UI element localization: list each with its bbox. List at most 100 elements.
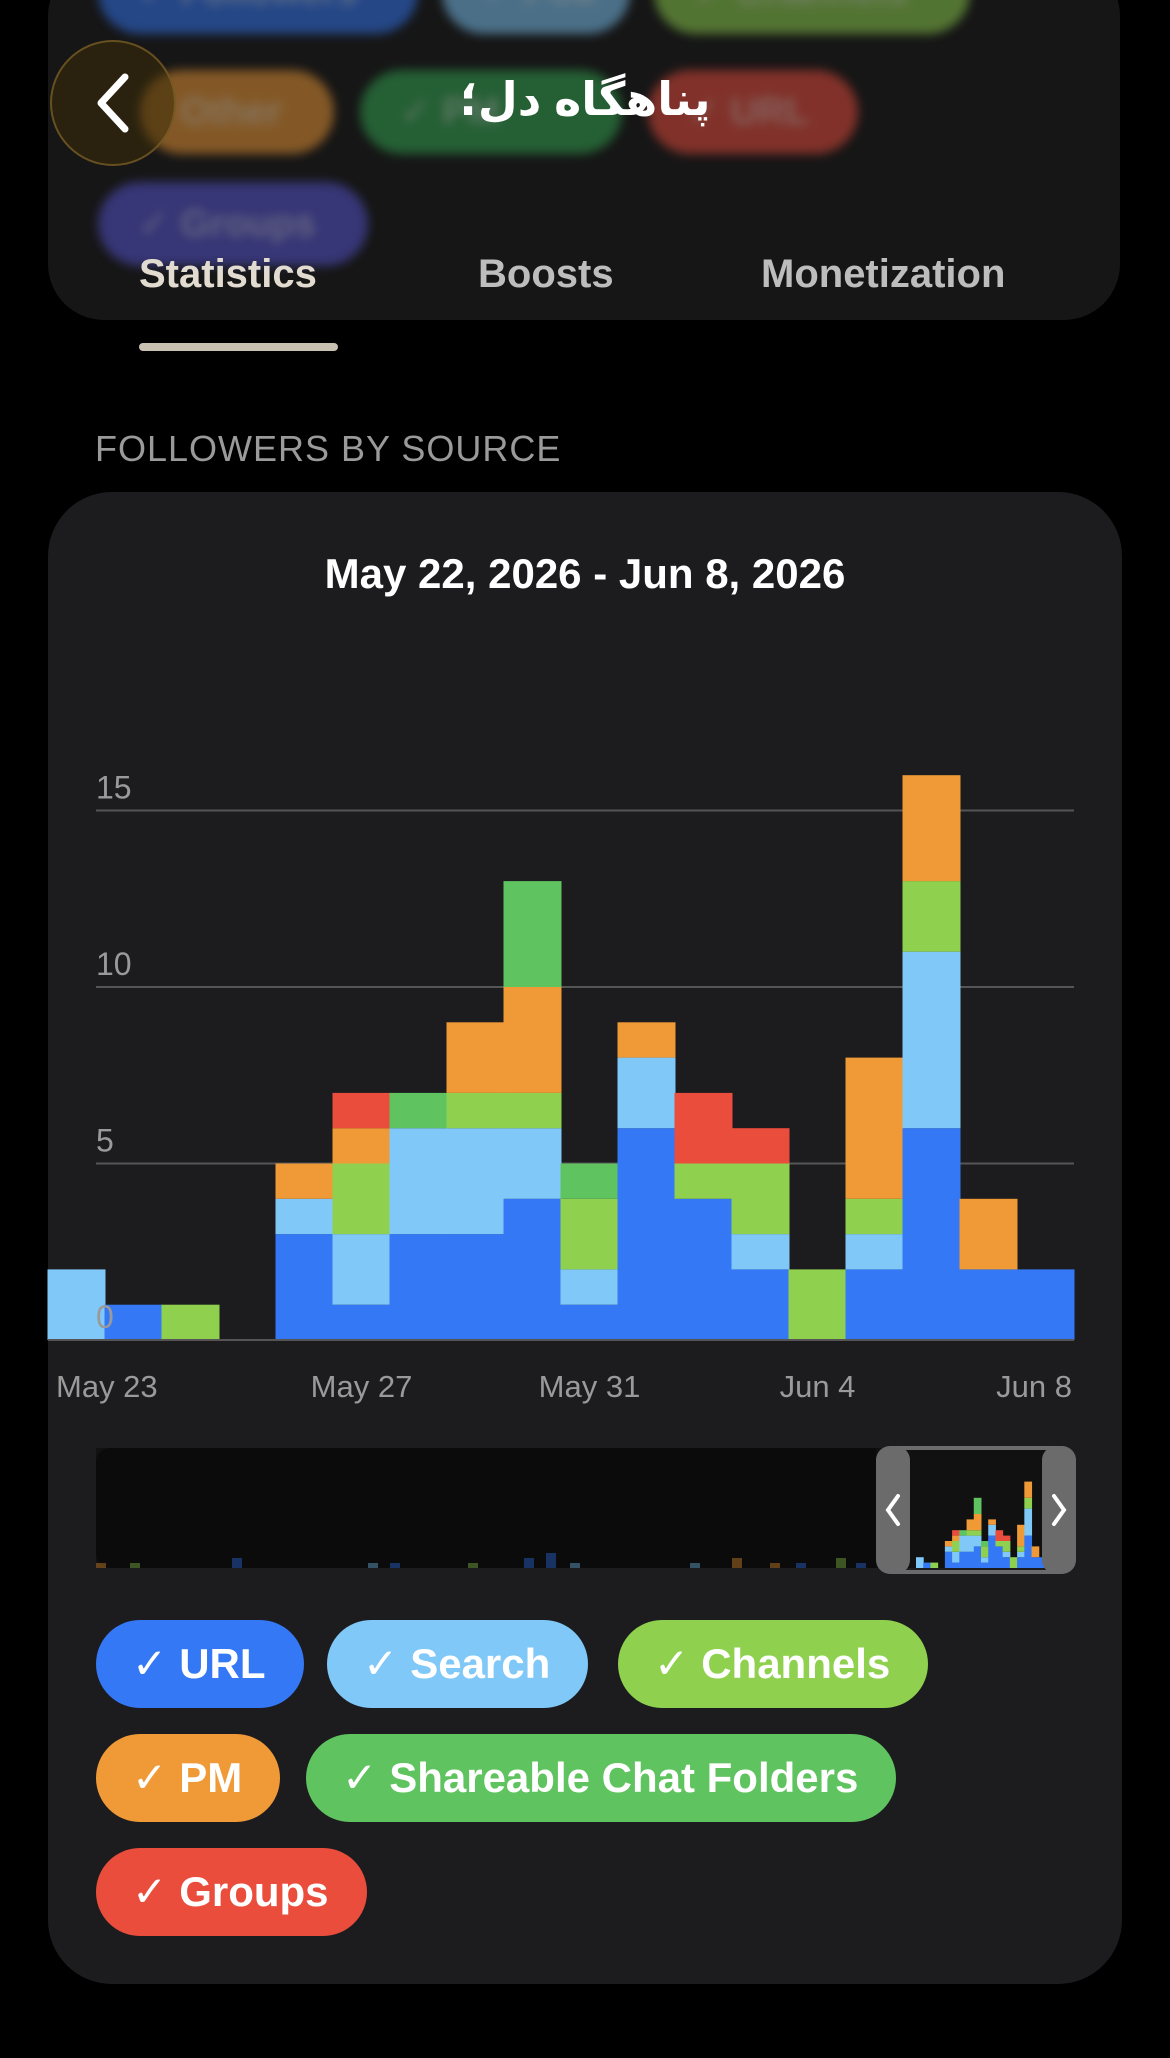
bar-segment[interactable] [674, 1163, 733, 1199]
bar-segment[interactable] [674, 1092, 733, 1164]
bar-segment[interactable] [389, 1092, 448, 1129]
bar-segment[interactable] [503, 1198, 562, 1340]
bar-segment[interactable] [332, 1128, 391, 1164]
tab-boosts[interactable]: Boosts [478, 252, 614, 296]
navigator-bar [995, 1541, 1004, 1547]
bar-segment[interactable] [902, 775, 961, 882]
bar-segment[interactable] [47, 1269, 106, 1340]
bar-segment[interactable] [902, 1128, 961, 1340]
navigator-bar [923, 1562, 931, 1568]
bar-segment[interactable] [902, 881, 961, 952]
navigator-bar [1031, 1546, 1040, 1558]
bar-segment[interactable] [275, 1234, 334, 1340]
navigator-bar [1017, 1524, 1025, 1547]
legend-chip-search[interactable]: ✓ Search [327, 1620, 589, 1708]
bar-segment[interactable] [275, 1198, 334, 1235]
chart-navigator[interactable] [96, 1446, 1076, 1574]
navigator-window[interactable] [876, 1446, 1076, 1574]
navigator-history-bar [130, 1563, 140, 1568]
x-tick-label: May 27 [311, 1369, 413, 1404]
check-icon: ✓ [342, 1754, 378, 1801]
navigator-bar [995, 1530, 1004, 1541]
x-tick-label: Jun 4 [780, 1369, 856, 1404]
y-tick-label: 15 [96, 770, 132, 806]
chevron-left-icon [97, 73, 129, 133]
navigator-bar [959, 1530, 968, 1536]
navigator-bar [1002, 1541, 1011, 1552]
bar-segment[interactable] [389, 1128, 448, 1235]
bar-segment[interactable] [959, 1269, 1018, 1340]
bar-segment[interactable] [902, 951, 961, 1129]
navigator-left-handle[interactable] [876, 1446, 910, 1574]
bar-segment[interactable] [617, 1057, 676, 1129]
bar-segment[interactable] [560, 1304, 619, 1340]
navigator-bar [959, 1535, 968, 1552]
navigator-bar [981, 1541, 989, 1547]
bar-segment[interactable] [446, 1234, 505, 1340]
back-button[interactable] [50, 40, 176, 166]
bar-segment[interactable] [731, 1128, 790, 1164]
bar-segment[interactable] [446, 1022, 505, 1093]
legend-chip-channels[interactable]: ✓ Channels [618, 1620, 929, 1708]
bar-segment[interactable] [845, 1198, 904, 1235]
tab-monetization[interactable]: Monetization [761, 252, 1006, 296]
navigator-history-bar [796, 1563, 806, 1568]
bar-segment[interactable] [332, 1304, 391, 1340]
legend-chip-pm[interactable]: ✓ PM [96, 1734, 281, 1822]
bar-segment[interactable] [503, 881, 562, 987]
navigator-bar [973, 1546, 982, 1568]
bar-segment[interactable] [275, 1163, 334, 1199]
check-icon: ✓ [132, 1754, 168, 1801]
bar-segment[interactable] [389, 1234, 448, 1340]
navigator-bar [1024, 1535, 1033, 1568]
bar-segment[interactable] [332, 1234, 391, 1305]
tab-statistics[interactable]: Statistics [139, 252, 317, 296]
bar-segment[interactable] [731, 1269, 790, 1340]
navigator-bar [973, 1497, 982, 1514]
bar-segment[interactable] [1016, 1269, 1075, 1340]
bar-segment[interactable] [788, 1269, 847, 1340]
bar-segment[interactable] [560, 1163, 619, 1199]
navigator-bar [944, 1546, 953, 1552]
check-icon: ✓ [654, 1640, 690, 1687]
bar-segment[interactable] [446, 1128, 505, 1235]
chevron-right-icon [1052, 1494, 1067, 1526]
bar-segment[interactable] [332, 1163, 391, 1235]
bar-segment[interactable] [560, 1198, 619, 1270]
bar-segment[interactable] [731, 1163, 790, 1235]
navigator-bar [944, 1541, 953, 1547]
bar-segment[interactable] [503, 1092, 562, 1129]
tab-active-indicator [139, 343, 338, 351]
bar-segment[interactable] [845, 1234, 904, 1270]
chip-label: Channels [701, 1640, 891, 1687]
navigator-right-handle[interactable] [1042, 1446, 1076, 1574]
ghost-chip: ✓ Followers [98, 0, 418, 34]
bar-segment[interactable] [731, 1234, 790, 1270]
bar-segment[interactable] [104, 1304, 163, 1340]
navigator-bar [981, 1546, 989, 1558]
legend-chip-shareable-chat-folders[interactable]: ✓ Shareable Chat Folders [306, 1734, 897, 1822]
navigator-bar [988, 1519, 996, 1525]
bar-segment[interactable] [959, 1198, 1018, 1270]
navigator-bar [1002, 1535, 1011, 1541]
bar-segment[interactable] [845, 1057, 904, 1199]
bar-segment[interactable] [161, 1304, 220, 1340]
bar-segment[interactable] [332, 1092, 391, 1129]
bar-segment[interactable] [503, 1128, 562, 1199]
tab-bar: Statistics Boosts Monetization [0, 252, 1170, 352]
bar-segment[interactable] [503, 987, 562, 1093]
navigator-bar [988, 1524, 996, 1536]
bar-segment[interactable] [674, 1198, 733, 1340]
legend-chip-groups[interactable]: ✓ Groups [96, 1848, 367, 1936]
legend-chip-url[interactable]: ✓ URL [96, 1620, 304, 1708]
navigator-bar [981, 1562, 989, 1568]
navigator-bar [981, 1557, 989, 1563]
navigator-bar [973, 1514, 982, 1531]
bar-segment[interactable] [446, 1092, 505, 1129]
bar-segment[interactable] [560, 1269, 619, 1305]
bar-segment[interactable] [617, 1128, 676, 1340]
bar-segment[interactable] [845, 1269, 904, 1340]
bar-segment[interactable] [617, 1022, 676, 1058]
navigator-bar [952, 1541, 960, 1552]
navigator-bar [944, 1551, 953, 1568]
